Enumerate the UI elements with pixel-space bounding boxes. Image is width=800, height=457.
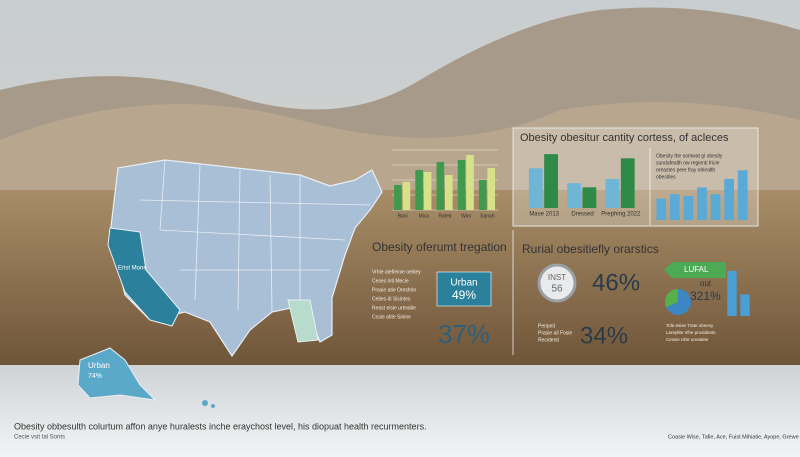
note-line: Peripeit: [538, 323, 556, 329]
bar: [415, 170, 423, 210]
panels: [436, 127, 759, 355]
note-line: Vrhie atefieinie oeitiey: [372, 269, 421, 275]
bar: [402, 182, 411, 210]
note-line: Ceties-iti Sisintes: [372, 296, 411, 302]
big-value: 37%: [438, 319, 490, 349]
note-line: Lareplite Vihe prosidents: [666, 330, 716, 335]
bar: [605, 179, 620, 208]
map-value: 74%: [88, 373, 102, 380]
box-label: Urban: [450, 278, 477, 289]
bar: [669, 194, 680, 220]
section-title: Obesity oferumt tregation: [372, 240, 507, 254]
note-line: Recidenti: [538, 337, 559, 343]
bar: [445, 175, 453, 210]
note-line: obesities: [656, 174, 676, 180]
credits: Coasie Wise, Tafie, Ace, Fuist Mihiatie,…: [668, 434, 799, 440]
note-line: Cessie nihe ureatiete: [666, 337, 709, 342]
bar: [656, 198, 667, 220]
footer-sub: Cecie vsit tal Sonts: [14, 435, 65, 441]
note-line: Prasie atie Oreshrin: [372, 287, 416, 293]
map-label: Erist Mone: [118, 266, 147, 272]
bar: [740, 294, 750, 316]
us-map: Erist Mone Urban 74%: [77, 159, 383, 408]
note-line: Obesity the somwat gl obesity: [656, 153, 723, 159]
bar: [544, 154, 558, 208]
bar: [737, 170, 748, 220]
panel-title: Obesity obesitur cantity cortess, of acl…: [520, 132, 729, 144]
section-title: Rurial obesitiefly orarstics: [522, 242, 659, 256]
x-tick-label: Mica: [419, 213, 430, 219]
bar: [457, 160, 466, 210]
note-line: Reast eisie urtealite: [372, 305, 416, 311]
big-value: 46%: [592, 269, 640, 296]
bar: [697, 187, 707, 220]
label: out: [700, 279, 712, 288]
x-tick-label: Bani: [398, 213, 408, 219]
x-tick-label: Sanah: [480, 213, 495, 219]
note-line: sundafealth ow regienti fricie: [656, 160, 720, 166]
footer-text: Obesity obbesulth colurtum affon anye hu…: [14, 421, 427, 431]
circle-value: 56: [551, 284, 563, 295]
note-line: oreastes peer fray ohlealth: [656, 167, 715, 173]
x-tick-label: Mase 2013: [529, 212, 559, 218]
bar: [582, 187, 597, 208]
x-tick-label: Dressed: [571, 212, 593, 218]
bar: [487, 168, 496, 210]
bar: [567, 183, 581, 208]
value: 321%: [690, 289, 721, 303]
bar: [436, 162, 445, 210]
bar: [478, 180, 487, 210]
x-tick-label: Raleb: [438, 213, 451, 219]
arrow-label: LUFAL: [684, 265, 709, 274]
bar: [620, 158, 635, 208]
big-value: 34%: [580, 322, 628, 349]
bar: [724, 178, 734, 220]
x-tick-label: Wan: [461, 213, 471, 219]
bar: [727, 271, 737, 316]
bar: [423, 172, 432, 210]
note-line: Ceses inti Mecie: [372, 278, 409, 284]
bar: [466, 155, 474, 210]
note-line: Prasie ail Fosie: [538, 330, 572, 336]
box-value: 49%: [452, 288, 476, 302]
map-label: Urban: [88, 361, 110, 370]
bar: [683, 196, 694, 220]
note-line: Tole esise Trate obeesy: [666, 323, 714, 328]
note-line: Cosie atite Sinine: [372, 314, 411, 320]
bar: [710, 194, 721, 220]
bar: [528, 168, 543, 208]
bar: [394, 185, 402, 210]
circle-label: INST: [548, 273, 566, 282]
x-tick-label: Prephing 2022: [601, 212, 641, 218]
